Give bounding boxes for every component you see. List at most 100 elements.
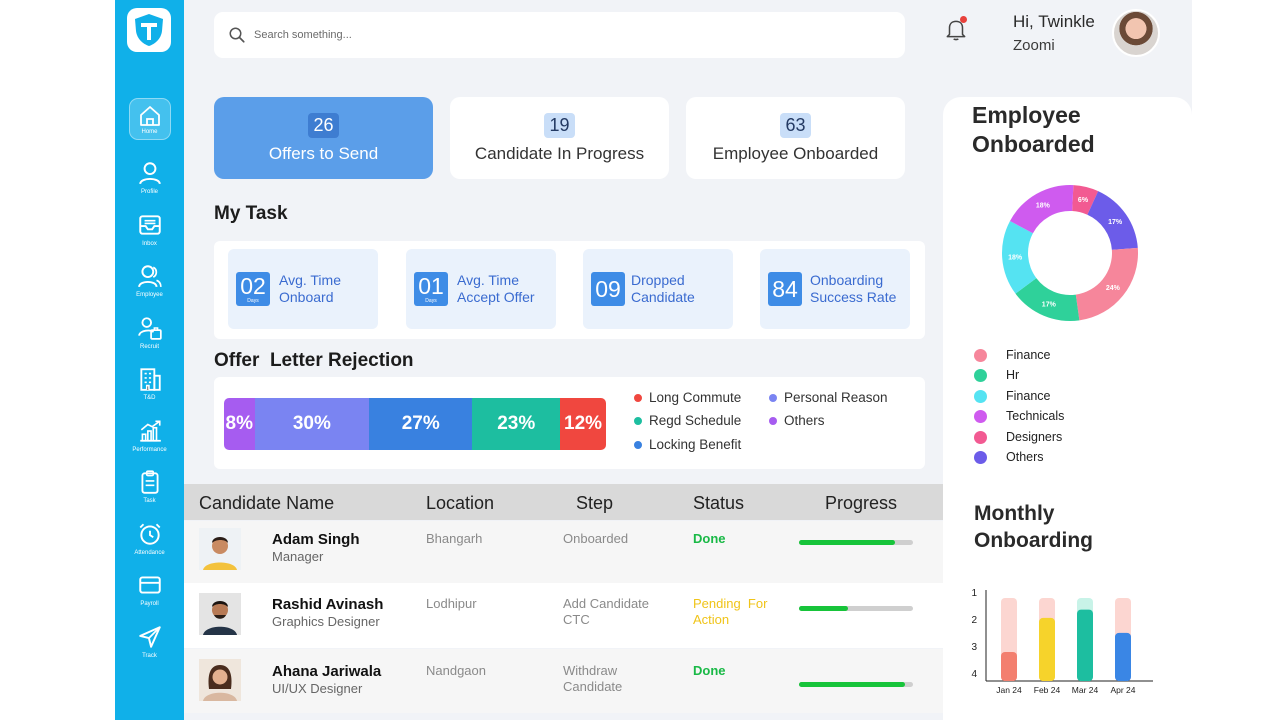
rejection-segment[interactable]: 8%: [224, 398, 255, 450]
candidate-location: Lodhipur: [426, 596, 477, 611]
task-value-box: 02 Days: [236, 272, 270, 306]
stat-card-employees[interactable]: 63 Employee Onboarded: [686, 97, 905, 179]
stat-value: 19: [544, 112, 575, 138]
task-card-dropped[interactable]: 09 Dropped Candidate: [583, 249, 733, 329]
sidebar-item-inbox[interactable]: Inbox: [115, 212, 184, 262]
task-line2: Onboard: [279, 289, 334, 305]
table-row[interactable]: Ahana Jariwala UI/UX Designer Nandgaon W…: [184, 649, 943, 713]
task-value: 01: [418, 272, 444, 299]
profile-icon: [138, 162, 161, 185]
status-badge: Done: [693, 663, 726, 679]
task-line1: Avg. Time: [457, 272, 519, 288]
candidate-avatar: [199, 528, 241, 570]
task-line2: Success Rate: [810, 289, 897, 305]
donut-slice-label: 18%: [1036, 203, 1051, 210]
stat-card-candidates[interactable]: 19 Candidate In Progress: [450, 97, 669, 179]
col-status[interactable]: Status: [693, 493, 745, 513]
task-card-success-rate[interactable]: 84 Onboarding Success Rate: [760, 249, 910, 329]
donut-slice[interactable]: [1009, 185, 1074, 234]
sidebar-label-payroll: Payroll: [140, 601, 159, 607]
monthly-bar: [1077, 609, 1093, 681]
title-line2: Onboarded: [972, 131, 1095, 157]
status-line2: Action: [693, 612, 730, 627]
status-line1: Done: [693, 531, 726, 546]
pie-legend-item: Hr: [974, 368, 1019, 382]
col-location[interactable]: Location: [426, 493, 495, 513]
legend-long-commute: Long Commute: [634, 390, 741, 405]
candidate-avatar: [199, 659, 241, 701]
legend-label: Hr: [1006, 368, 1020, 382]
legend-label: Finance: [1006, 348, 1051, 362]
donut-slice[interactable]: [1075, 247, 1138, 321]
search-bar[interactable]: [214, 12, 905, 58]
performance-icon: [139, 420, 161, 442]
donut-slice[interactable]: [1002, 221, 1037, 294]
col-candidate-name[interactable]: Candidate Name: [199, 493, 335, 513]
rejection-segment[interactable]: 23%: [472, 398, 561, 450]
bell-icon[interactable]: [943, 16, 969, 42]
recruit-icon: [137, 317, 162, 340]
legend-dot: [974, 430, 987, 444]
sidebar-item-performance[interactable]: Performance: [115, 418, 184, 468]
search-input[interactable]: [254, 29, 854, 41]
sidebar-item-td[interactable]: T&D: [115, 366, 184, 416]
sidebar-item-track[interactable]: Track: [115, 624, 184, 674]
step-line1: Add Candidate: [563, 596, 650, 611]
sidebar-item-home[interactable]: Home: [115, 98, 184, 148]
rejection-segment[interactable]: 12%: [560, 398, 606, 450]
candidate-step: Withdraw Candidate: [563, 663, 622, 695]
sidebar-item-employee[interactable]: Employee: [115, 263, 184, 313]
sidebar-item-profile[interactable]: Profile: [115, 160, 184, 210]
donut-slice-label: 18%: [1008, 255, 1023, 262]
progress-fill: [799, 606, 849, 611]
donut-slice[interactable]: [1015, 278, 1080, 321]
app-window: Home Profile Inbox Employee Recruit T&D …: [115, 0, 1192, 720]
company-name: Zoomi: [1013, 37, 1055, 54]
candidate-name[interactable]: Ahana Jariwala: [272, 663, 382, 680]
candidate-name[interactable]: Adam Singh: [272, 531, 360, 548]
legend-dot: [974, 348, 987, 362]
x-tick-label: Feb 24: [1034, 685, 1061, 695]
task-line2: Accept Offer: [457, 289, 535, 305]
title-line2: Onboarding: [974, 529, 1093, 552]
table-row[interactable]: Rashid Avinash Graphics Designer Lodhipu…: [184, 583, 943, 648]
task-card-onboard-time[interactable]: 02 Days Avg. Time Onboard: [228, 249, 378, 329]
legend-label: Regd Schedule: [649, 413, 742, 428]
rejection-segment[interactable]: 30%: [254, 398, 370, 450]
stat-value: 63: [780, 112, 811, 138]
sidebar-item-payroll[interactable]: Payroll: [115, 572, 184, 622]
legend-regd-schedule: Regd Schedule: [634, 413, 741, 428]
right-panel: Employee Onboarded 6% 17% 24% 17% 18% 18% Fina…: [943, 97, 1192, 720]
table-row[interactable]: Adam Singh Manager Bhangarh Onboarded Do…: [184, 521, 943, 583]
y-tick-label: 3: [971, 642, 977, 653]
legend-label: Personal Reason: [784, 390, 888, 405]
step-line2: Candidate: [563, 679, 623, 694]
sidebar-item-task[interactable]: Task: [115, 469, 184, 519]
sidebar-item-recruit[interactable]: Recruit: [115, 315, 184, 365]
col-step[interactable]: Step: [576, 493, 614, 513]
candidate-name[interactable]: Rashid Avinash: [272, 596, 384, 613]
legend-others: Others: [769, 413, 825, 428]
rejection-panel: 8% 30% 27% 23% 12% Long Commute Personal Rea…: [214, 377, 925, 469]
stat-card-offers[interactable]: 26 Offers to Send: [214, 97, 433, 179]
legend-dot: [974, 389, 987, 403]
sidebar-label-attendance: Attendance: [134, 550, 165, 556]
rejection-segment[interactable]: 27%: [369, 398, 473, 450]
x-tick-label: Jan 24: [996, 685, 1022, 695]
task-card-accept-time[interactable]: 01 Days Avg. Time Accept Offer: [406, 249, 556, 329]
task-text: Dropped Candidate: [631, 272, 695, 306]
col-progress[interactable]: Progress: [825, 493, 898, 513]
title-line1: Monthly: [974, 502, 1055, 525]
my-task-title: My Task: [214, 203, 288, 224]
x-tick-label: Mar 24: [1072, 685, 1099, 695]
donut-slice[interactable]: [1072, 185, 1099, 215]
app-logo[interactable]: [127, 8, 171, 52]
my-task-panel: 02 Days Avg. Time Onboard 01 Days Avg. Time…: [214, 241, 925, 339]
donut-slice[interactable]: [1087, 191, 1138, 250]
stat-label: Employee Onboarded: [712, 143, 879, 163]
sidebar-item-attendance[interactable]: Attendance: [115, 521, 184, 571]
step-line1: Onboarded: [563, 531, 629, 546]
table-header: Candidate Name Location Step Status Prog…: [184, 484, 943, 520]
stat-value: 26: [308, 112, 339, 138]
user-avatar[interactable]: [1112, 9, 1160, 57]
